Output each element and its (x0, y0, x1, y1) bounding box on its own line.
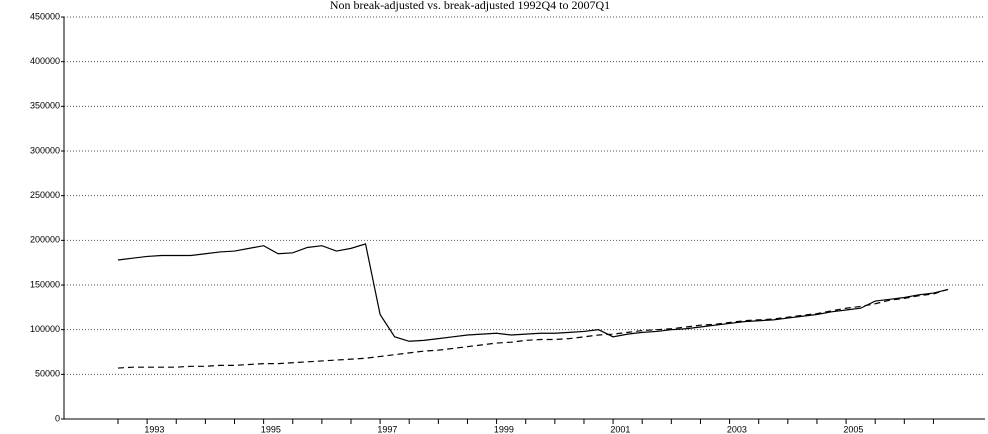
y-tick-label: 400000 (30, 56, 60, 66)
x-tick-label: 1997 (377, 424, 397, 434)
y-tick-label: 100000 (30, 324, 60, 334)
x-tick-label: 2003 (727, 424, 747, 434)
y-tick-label: 50000 (35, 369, 60, 379)
y-tick-label: 150000 (30, 279, 60, 289)
x-tick-label: 2005 (843, 424, 863, 434)
series-line (117, 288, 949, 369)
x-tick-label: 1999 (494, 424, 514, 434)
y-tick-label: 0 (55, 413, 60, 423)
y-tick-label: 250000 (30, 190, 60, 200)
x-tick-label: 2001 (610, 424, 630, 434)
y-tick-label: 450000 (30, 11, 60, 21)
y-tick-label: 200000 (30, 235, 60, 245)
y-tick-label: 350000 (30, 101, 60, 111)
x-tick-label: 1995 (261, 424, 281, 434)
chart-title: Non break-adjusted vs. break-adjusted 19… (330, 0, 610, 12)
x-tick-label: 1993 (144, 424, 164, 434)
y-tick-label: 300000 (30, 145, 60, 155)
series-line (117, 243, 949, 342)
